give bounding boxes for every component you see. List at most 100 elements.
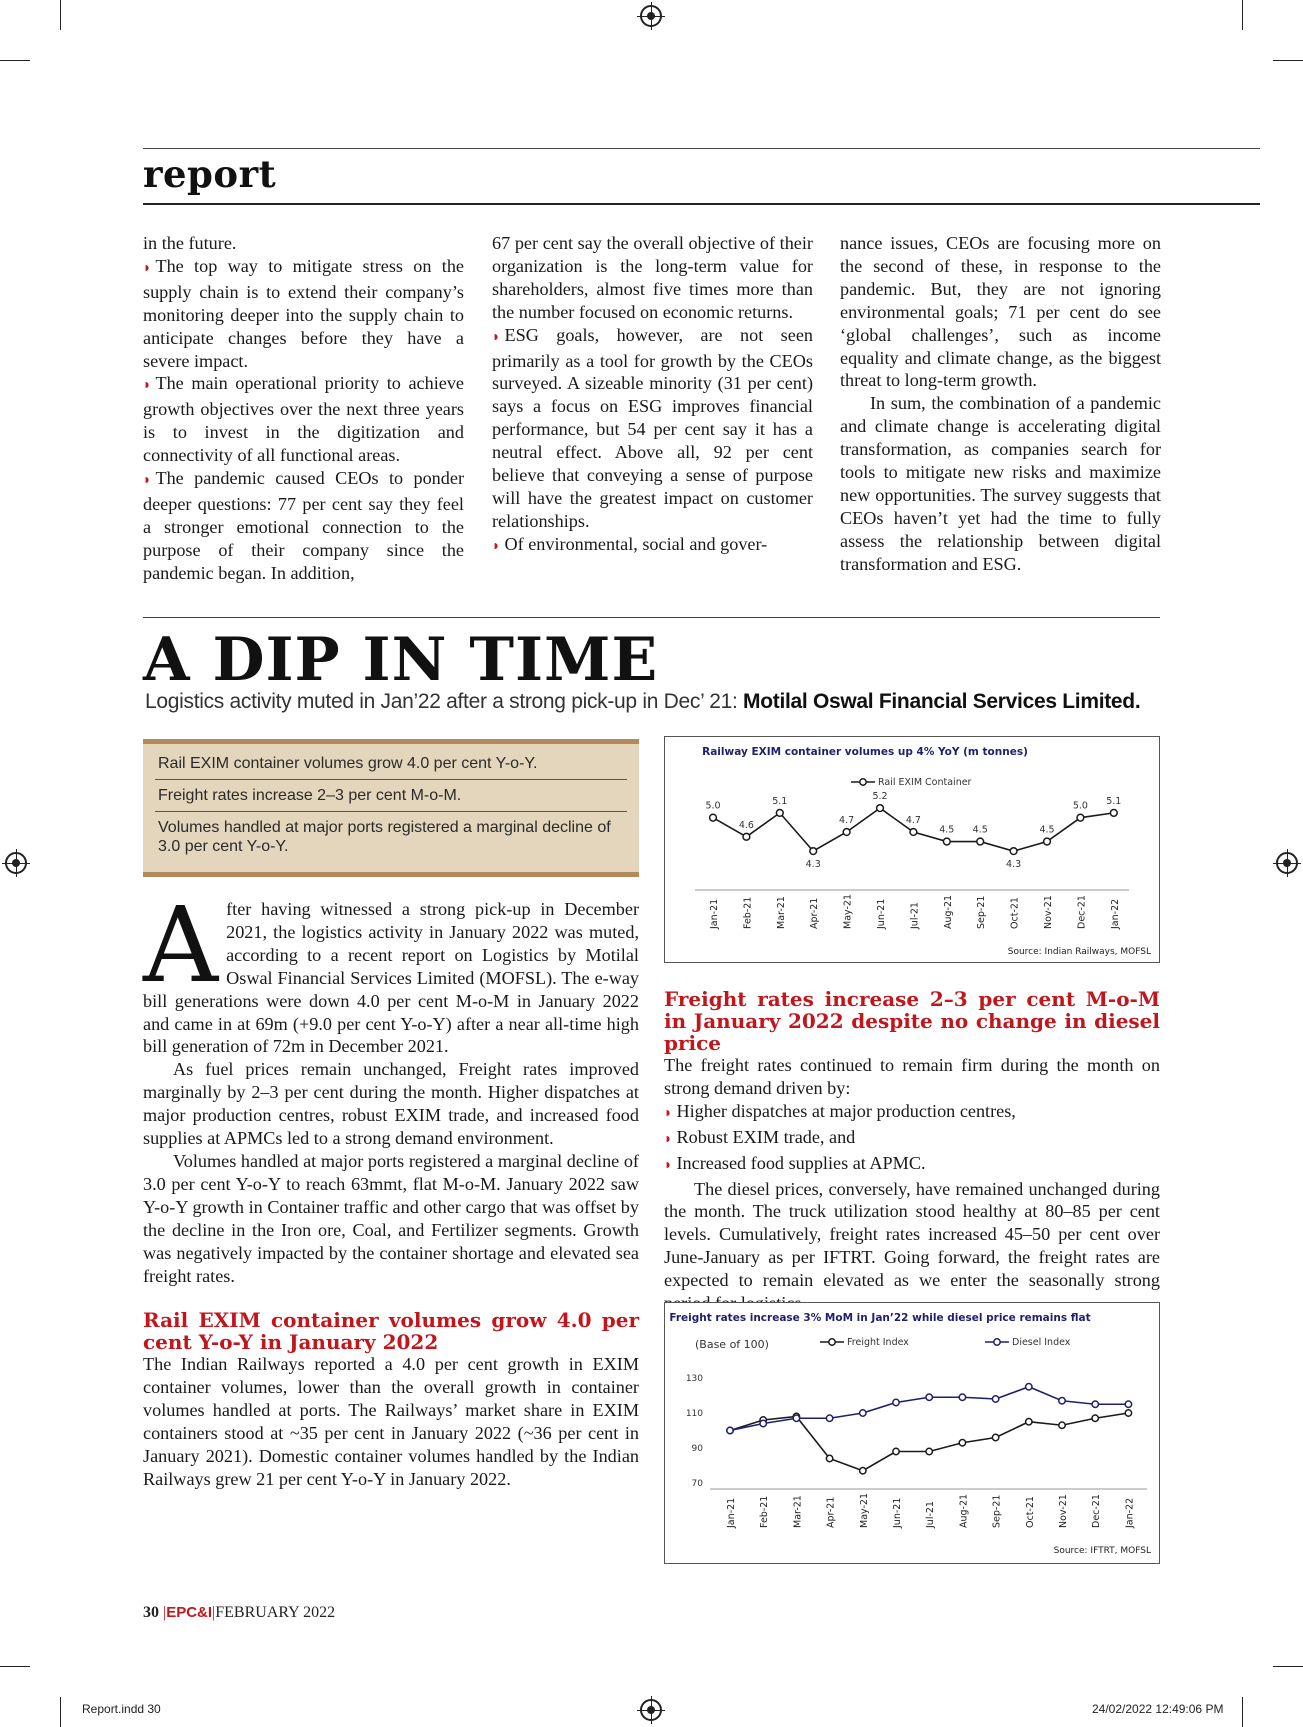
column-paragraph: ◗ ESG goals, however, are not seen primar… — [492, 324, 813, 533]
bullet-icon: ◗ — [143, 473, 152, 489]
x-tick-label: Jun-21 — [892, 1498, 903, 1529]
data-point — [991, 1395, 1000, 1403]
header-rule-bottom — [143, 203, 1260, 205]
header-rule-top — [143, 148, 1260, 149]
data-label: 4.7 — [839, 815, 854, 826]
x-tick-label: Feb-21 — [759, 1496, 770, 1528]
freight-bullet: ◗ Increased food supplies at APMC. — [664, 1152, 1160, 1178]
data-label: 5.0 — [1073, 801, 1088, 812]
highlight-item: Freight rates increase 2–3 per cent M-o-… — [155, 780, 627, 812]
subhead-text: Logistics activity muted in Jan’22 after… — [145, 690, 744, 713]
intro-text: fter having witnessed a strong pick-up i… — [143, 899, 639, 1057]
column-paragraph: nance issues, CEOs are focusing more on … — [840, 232, 1161, 392]
footer-separator: | — [163, 1604, 167, 1621]
x-tick-label: Aug-21 — [958, 1494, 969, 1528]
article-divider — [143, 617, 1160, 618]
article-subhead: Logistics activity muted in Jan’22 after… — [145, 690, 1141, 714]
column-paragraph: ◗ Of environmental, social and gover- — [492, 533, 813, 559]
data-label: 4.5 — [973, 825, 988, 836]
freight-diesel-chart: Freight rates increase 3% MoM in Jan’22 … — [664, 1302, 1160, 1564]
data-point — [726, 1426, 734, 1435]
data-point — [925, 1447, 934, 1456]
bullet-icon: ◗ — [492, 538, 501, 554]
issue-date: FEBRUARY 2022 — [215, 1604, 336, 1621]
subhead-source: Motilal Oswal Financial Services Limited… — [743, 690, 1141, 713]
legend-marker — [859, 778, 867, 786]
slug-file: Report.indd 30 — [82, 1702, 161, 1716]
data-point — [1058, 1421, 1066, 1430]
data-point — [958, 1393, 967, 1402]
highlight-item: Volumes handled at major ports registere… — [158, 819, 611, 855]
rail-section-heading: Rail EXIM container volumes grow 4.0 per… — [143, 1308, 639, 1355]
freight-intro: The freight rates continued to remain fi… — [664, 1055, 1160, 1098]
data-point — [1024, 1417, 1033, 1426]
data-point — [1091, 1414, 1100, 1423]
text-column-2: 67 per cent say the overall objective of… — [492, 232, 813, 559]
bullet-icon: ◗ — [664, 1105, 673, 1121]
x-tick-label: Nov-21 — [1043, 895, 1054, 929]
x-tick-label: Jan-21 — [709, 899, 720, 930]
data-point — [909, 827, 918, 837]
freight-diesel-chart-svg: Freight rates increase 3% MoM in Jan’22 … — [669, 1312, 1151, 1556]
freight-bullet-text: Robust EXIM trade, and — [676, 1126, 856, 1147]
column-paragraph-text: In sum, the combination of a pandemic an… — [840, 393, 1161, 574]
x-tick-label: May-21 — [843, 894, 854, 929]
magazine-brand: EPC&I — [166, 1604, 213, 1621]
x-tick-label: Jul-21 — [925, 1501, 936, 1529]
data-point — [792, 1414, 801, 1423]
column-paragraph: ◗ The main operational priority to achiev… — [143, 372, 464, 467]
x-tick-label: Oct-21 — [1010, 897, 1021, 929]
text-column-3: nance issues, CEOs are focusing more on … — [840, 232, 1161, 576]
x-tick-label: May-21 — [859, 1493, 870, 1528]
page-number: 30 — [143, 1604, 159, 1621]
y-tick-label: 130 — [686, 1374, 703, 1384]
column-paragraph-text: Of environmental, social and gover- — [504, 533, 768, 554]
data-point — [1076, 813, 1085, 822]
column-paragraph-text: 67 per cent say the overall objective of… — [492, 233, 813, 322]
body-paragraph: Volumes handled at major ports registere… — [143, 1150, 639, 1286]
data-point — [825, 1454, 834, 1463]
crop-mark — [0, 60, 30, 61]
crop-mark — [0, 1666, 30, 1667]
crop-mark — [1242, 0, 1243, 30]
data-label: 5.1 — [772, 796, 787, 807]
data-point — [925, 1393, 934, 1402]
text-column-1: in the future. ◗ The top way to mitigate s… — [143, 232, 464, 585]
data-point — [858, 1409, 867, 1417]
x-tick-label: Sep-21 — [992, 1495, 1003, 1528]
data-point — [842, 827, 851, 837]
x-tick-label: Feb-21 — [742, 897, 753, 929]
data-point — [875, 803, 885, 813]
column-paragraph-text: The top way to mitigate stress on the su… — [143, 255, 464, 371]
data-label: 5.2 — [872, 791, 887, 802]
rail-paragraph: The Indian Railways reported a 4.0 per c… — [143, 1354, 639, 1489]
column-paragraph: ◗ The pandemic caused CEOs to ponder deep… — [143, 467, 464, 585]
data-point — [892, 1447, 900, 1456]
registration-mark-icon — [637, 1696, 665, 1724]
x-tick-label: Apr-21 — [826, 1497, 837, 1528]
data-point — [958, 1438, 967, 1447]
data-point — [809, 846, 818, 856]
crop-mark — [60, 0, 61, 30]
chart-title: Railway EXIM container volumes up 4% YoY… — [702, 746, 1028, 758]
legend-label: Diesel Index — [1012, 1337, 1071, 1348]
chart-title: Freight rates increase 3% MoM in Jan’22 … — [669, 1312, 1090, 1324]
data-point — [976, 837, 985, 846]
data-point — [742, 832, 751, 841]
highlight-item: Rail EXIM container volumes grow 4.0 per… — [155, 748, 627, 780]
data-label: 4.5 — [939, 825, 954, 836]
legend-marker — [993, 1338, 1001, 1346]
x-tick-label: Dec-21 — [1076, 895, 1087, 929]
x-tick-label: Jul-21 — [909, 902, 920, 930]
data-point — [1124, 1400, 1133, 1409]
data-point — [1109, 808, 1118, 818]
legend-marker — [828, 1338, 836, 1346]
data-point — [991, 1433, 1000, 1442]
data-point — [1091, 1400, 1100, 1409]
column-paragraph-text: nance issues, CEOs are focusing more on … — [840, 233, 1161, 391]
x-tick-label: Mar-21 — [776, 896, 787, 929]
chart-note: (Base of 100) — [695, 1338, 769, 1351]
data-point — [1058, 1396, 1066, 1405]
